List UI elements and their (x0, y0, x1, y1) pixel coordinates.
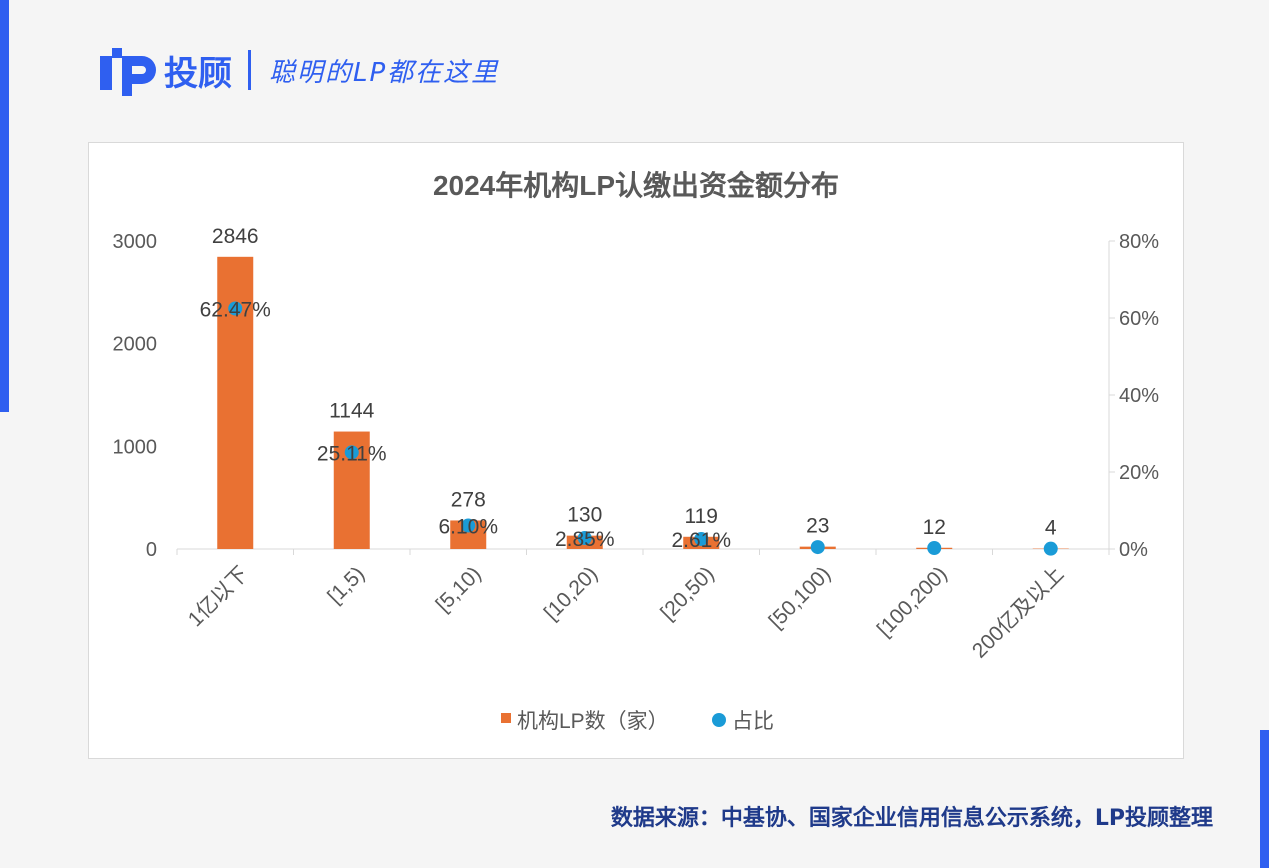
logo: 投顾 聪明的LP都在这里 (100, 44, 499, 96)
percent-point (1043, 541, 1058, 556)
y-right-tick: 80% (1119, 231, 1159, 253)
percent-label: 25.11% (317, 442, 387, 465)
x-tick-label: [1,5) (323, 562, 369, 608)
legend-bar-label: 机构LP数（家） (517, 710, 669, 733)
divider (248, 50, 251, 90)
percent-point (344, 445, 359, 460)
legend-point-label: 占比 (732, 710, 774, 733)
x-tick-label: [100,200) (873, 562, 952, 641)
percent-point (927, 540, 942, 555)
accent-bar-right (1260, 730, 1269, 868)
percent-point (228, 301, 243, 316)
bar-value-label: 278 (451, 488, 486, 511)
chart-title: 2024年机构LP认缴出资金额分布 (433, 169, 839, 201)
bar-value-label: 1144 (329, 400, 374, 423)
percent-point (577, 531, 592, 546)
bar-value-label: 2846 (212, 225, 259, 248)
bar-value-label: 12 (923, 516, 946, 539)
percent-point (694, 531, 709, 546)
percent-label: 6.10% (438, 516, 498, 539)
bar-value-label: 4 (1045, 517, 1057, 540)
y-right-tick: 40% (1119, 385, 1159, 407)
y-right-tick: 20% (1119, 462, 1159, 484)
y-left-tick: 1000 (113, 436, 158, 458)
percent-label: 2.85% (555, 528, 615, 551)
source-note: 数据来源：中基协、国家企业信用信息公示系统，LP投顾整理 (610, 806, 1213, 831)
percent-point (461, 518, 476, 533)
chart: 2024年机构LP认缴出资金额分布 0 1000 2000 3000 0% 20% 40% 6… (113, 169, 1160, 733)
x-tick-label: [50,100) (765, 562, 836, 633)
y-right-tick: 60% (1119, 308, 1159, 330)
percent-label: 62.47% (200, 298, 271, 321)
x-tick-label: [10,20) (540, 562, 603, 625)
logo-icon (100, 48, 156, 96)
percent-label: 2.61% (671, 529, 731, 552)
legend-point-swatch (712, 713, 726, 727)
x-tick-label: [5,10) (432, 562, 486, 616)
bar-value-label: 23 (806, 515, 829, 538)
bar-value-label: 130 (567, 504, 602, 527)
chart-card: 2024年机构LP认缴出资金额分布 0 1000 2000 3000 0% 20% 40% 6… (88, 142, 1184, 759)
y-left-tick: 2000 (113, 334, 158, 356)
x-tick-label: 1亿以下 (184, 562, 253, 631)
slogan: 聪明的LP都在这里 (269, 57, 500, 88)
legend-bar-swatch (501, 713, 511, 723)
brand-name: 投顾 (164, 53, 232, 94)
accent-bar-left (0, 0, 9, 412)
percent-point (810, 540, 825, 555)
y-left-tick: 0 (146, 539, 157, 561)
y-right-tick: 0% (1119, 539, 1148, 561)
y-left-tick: 3000 (113, 231, 158, 253)
x-tick-label: 200亿及以上 (968, 562, 1068, 662)
x-tick-label: [20,50) (656, 562, 719, 625)
bar-value-label: 119 (685, 505, 718, 528)
